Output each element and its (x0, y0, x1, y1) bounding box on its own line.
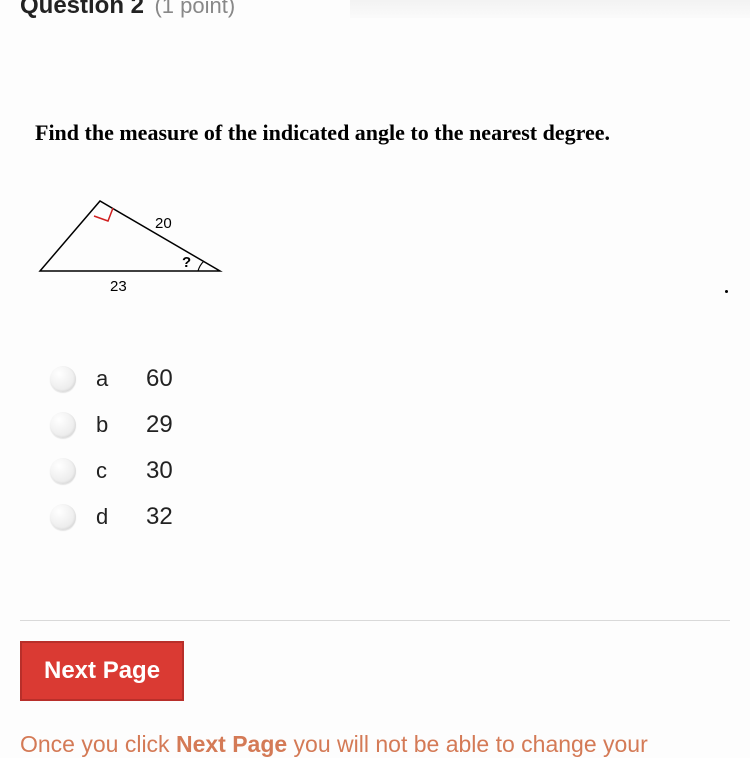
answer-options: a 60 b 29 c 30 d 32 (50, 356, 730, 540)
option-row[interactable]: b 29 (50, 402, 730, 448)
option-value: 60 (146, 365, 173, 393)
question-prompt: Find the measure of the indicated angle … (35, 120, 730, 146)
angle-arc (198, 261, 204, 271)
option-value: 30 (146, 457, 173, 485)
radio-button[interactable] (50, 504, 76, 530)
footer-bold: Next Page (176, 731, 287, 757)
footer-prefix: Once you click (20, 731, 176, 757)
footer-suffix: you will not be able to change your (287, 731, 648, 757)
triangle-diagram: 20 23 ? (30, 186, 730, 301)
footer-warning: Once you click Next Page you will not be… (20, 731, 730, 758)
radio-button[interactable] (50, 366, 76, 392)
radio-button[interactable] (50, 458, 76, 484)
option-row[interactable]: c 30 (50, 448, 730, 494)
question-points: (1 point) (154, 0, 235, 18)
option-row[interactable]: d 32 (50, 494, 730, 540)
base-label: 23 (110, 278, 127, 295)
triangle-shape (40, 201, 220, 271)
option-row[interactable]: a 60 (50, 356, 730, 402)
hypotenuse-label: 20 (155, 215, 172, 232)
option-value: 29 (146, 411, 173, 439)
option-value: 32 (146, 503, 173, 531)
question-number: Question 2 (20, 0, 144, 19)
next-page-button[interactable]: Next Page (20, 641, 184, 701)
divider (20, 620, 730, 621)
option-letter: c (96, 458, 146, 484)
angle-question-mark: ? (182, 254, 191, 271)
option-letter: d (96, 504, 146, 530)
option-letter: a (96, 366, 146, 392)
right-angle-marker (94, 208, 113, 221)
option-letter: b (96, 412, 146, 438)
header-gradient (350, 0, 750, 18)
radio-button[interactable] (50, 412, 76, 438)
quiz-page: Question 2 (1 point) Find the measure of… (0, 0, 750, 758)
stray-dot (725, 290, 728, 293)
